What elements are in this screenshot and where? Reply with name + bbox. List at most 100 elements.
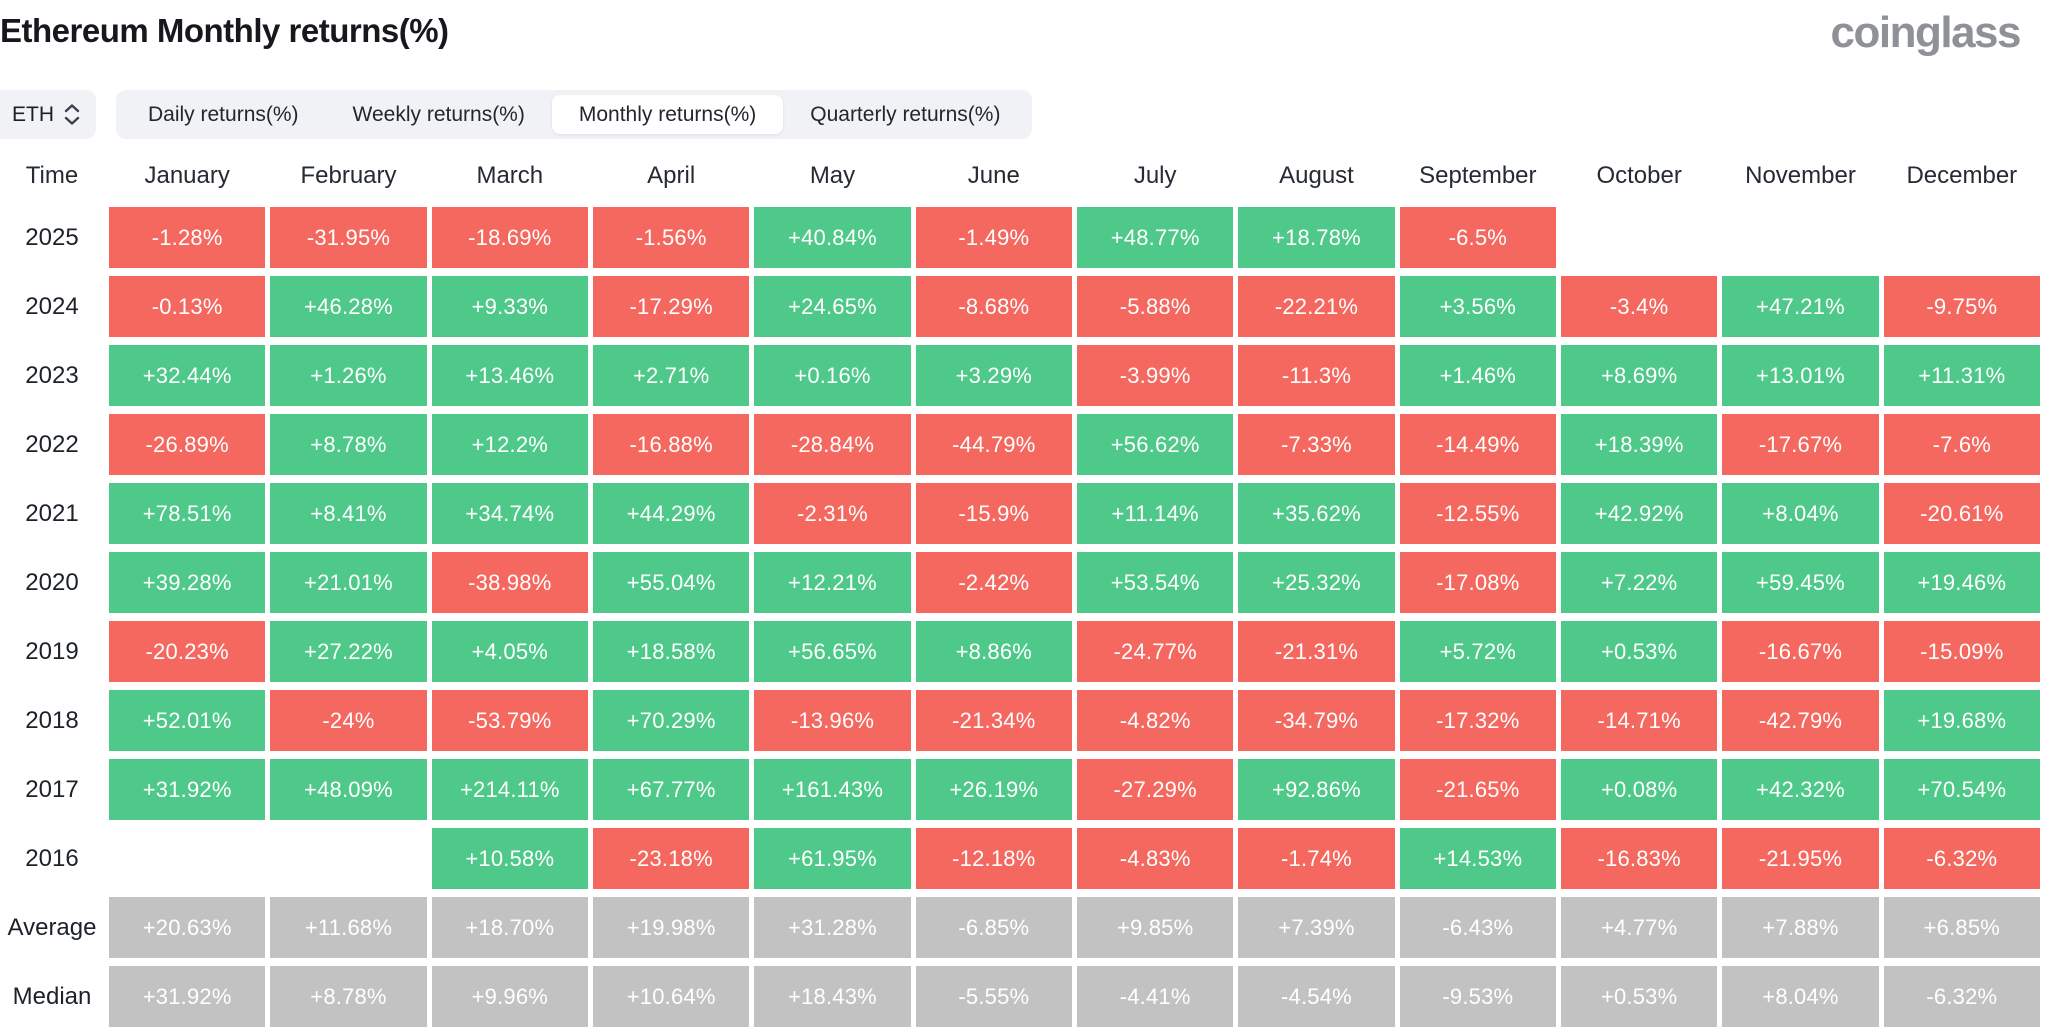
heatmap-cell: -23.18% xyxy=(592,828,750,889)
page-title: Ethereum Monthly returns(%) xyxy=(0,12,449,49)
heatmap-cell: -3.99% xyxy=(1076,345,1234,406)
row-label-2020: 2020 xyxy=(25,568,79,596)
heatmap-cell: +59.45% xyxy=(1722,552,1879,613)
heatmap-cell: -1.74% xyxy=(1238,828,1395,889)
heatmap-cell: +7.22% xyxy=(1560,552,1718,613)
heatmap-cell: -6.5% xyxy=(1399,207,1556,268)
heatmap-cell: +4.05% xyxy=(431,621,588,682)
column-header-may: May xyxy=(809,162,856,189)
tab-monthly[interactable]: Monthly returns(%) xyxy=(551,95,784,134)
heatmap-cell: -13.96% xyxy=(754,690,911,751)
heatmap-cell: +3.29% xyxy=(915,345,1072,406)
heatmap-cell: +31.28% xyxy=(754,897,911,958)
heatmap-cell: -22.21% xyxy=(1238,276,1395,337)
heatmap-cell: +8.41% xyxy=(270,483,427,544)
heatmap-cell: +2.71% xyxy=(592,345,750,406)
heatmap-cell: -18.69% xyxy=(431,207,588,268)
controls-bar: ETH Daily returns(%) Weekly returns(%) Mon… xyxy=(0,90,2048,139)
heatmap-cell: +92.86% xyxy=(1238,759,1395,820)
heatmap-cell: +48.09% xyxy=(270,759,427,820)
heatmap-cell: -4.41% xyxy=(1076,966,1234,1027)
heatmap-cell: +12.21% xyxy=(754,552,911,613)
heatmap-cell: +8.04% xyxy=(1722,966,1879,1027)
heatmap-cell: +42.32% xyxy=(1722,759,1879,820)
heatmap-cell: +61.95% xyxy=(754,828,911,889)
heatmap-cell: +18.39% xyxy=(1560,414,1718,475)
heatmap-cell: +19.98% xyxy=(592,897,750,958)
heatmap-cell: +0.53% xyxy=(1560,621,1718,682)
heatmap-cell: -38.98% xyxy=(431,552,588,613)
heatmap-cell: -4.82% xyxy=(1076,690,1234,751)
heatmap-cell-empty xyxy=(109,828,265,889)
row-label-2018: 2018 xyxy=(25,706,79,734)
heatmap-cell: +1.26% xyxy=(270,345,427,406)
returns-heatmap-table: Time January February March April May June July… xyxy=(0,153,2040,1027)
heatmap-cell: +78.51% xyxy=(109,483,266,544)
heatmap-cell: +20.63% xyxy=(109,897,266,958)
heatmap-cell: -5.55% xyxy=(915,966,1072,1027)
heatmap-cell: +14.53% xyxy=(1399,828,1556,889)
heatmap-cell: -9.53% xyxy=(1399,966,1556,1027)
heatmap-cell: -21.95% xyxy=(1722,828,1879,889)
heatmap-cell: +34.74% xyxy=(431,483,588,544)
heatmap-cell: -6.32% xyxy=(1883,828,2040,889)
heatmap-cell: +0.16% xyxy=(754,345,911,406)
row-label-median: Median xyxy=(12,982,92,1010)
heatmap-cell: +0.08% xyxy=(1560,759,1718,820)
heatmap-cell: +4.77% xyxy=(1560,897,1718,958)
heatmap-cell: +8.78% xyxy=(270,414,427,475)
heatmap-cell: -2.42% xyxy=(915,552,1072,613)
heatmap-cell: -0.13% xyxy=(109,276,266,337)
heatmap-cell: -21.65% xyxy=(1399,759,1556,820)
heatmap-cell: -27.29% xyxy=(1076,759,1234,820)
heatmap-cell: -21.31% xyxy=(1238,621,1395,682)
heatmap-cell: -7.6% xyxy=(1883,414,2040,475)
heatmap-cell: -26.89% xyxy=(109,414,266,475)
heatmap-cell: -16.88% xyxy=(592,414,750,475)
heatmap-cell: -53.79% xyxy=(431,690,588,751)
heatmap-cell: -6.43% xyxy=(1399,897,1556,958)
heatmap-cell: -6.32% xyxy=(1883,966,2040,1027)
heatmap-cell: +26.19% xyxy=(915,759,1072,820)
heatmap-cell: +46.28% xyxy=(270,276,427,337)
heatmap-cell: +11.68% xyxy=(270,897,427,958)
row-label-2021: 2021 xyxy=(25,499,79,527)
column-header-june: June xyxy=(967,162,1020,189)
heatmap-cell: +31.92% xyxy=(109,966,266,1027)
heatmap-cell: +7.39% xyxy=(1238,897,1395,958)
heatmap-cell: -8.68% xyxy=(915,276,1072,337)
heatmap-cell: -2.31% xyxy=(754,483,911,544)
heatmap-cell: -6.85% xyxy=(915,897,1072,958)
heatmap-cell: +42.92% xyxy=(1560,483,1718,544)
heatmap-cell: +67.77% xyxy=(592,759,750,820)
heatmap-cell: -17.29% xyxy=(592,276,750,337)
heatmap-cell: +0.53% xyxy=(1560,966,1718,1027)
heatmap-cell: +35.62% xyxy=(1238,483,1395,544)
heatmap-cell: -17.08% xyxy=(1399,552,1556,613)
heatmap-cell: +19.68% xyxy=(1883,690,2040,751)
page-header: Ethereum Monthly returns(%) coinglass xyxy=(0,0,2048,66)
heatmap-cell: -12.55% xyxy=(1399,483,1556,544)
heatmap-cell: +53.54% xyxy=(1076,552,1234,613)
row-label-2017: 2017 xyxy=(25,775,79,803)
heatmap-cell: -42.79% xyxy=(1722,690,1879,751)
heatmap-cell: +13.01% xyxy=(1722,345,1879,406)
heatmap-cell: -5.88% xyxy=(1076,276,1234,337)
tab-weekly[interactable]: Weekly returns(%) xyxy=(352,103,525,126)
heatmap-cell: +8.78% xyxy=(270,966,427,1027)
coinglass-logo: coinglass xyxy=(1830,8,2022,57)
heatmap-cell: +18.70% xyxy=(431,897,588,958)
heatmap-cell: -14.71% xyxy=(1560,690,1718,751)
heatmap-cell: -3.4% xyxy=(1560,276,1718,337)
heatmap-cell: +8.86% xyxy=(915,621,1072,682)
symbol-select[interactable]: ETH xyxy=(0,90,96,139)
heatmap-cell: +18.43% xyxy=(754,966,911,1027)
heatmap-cell: -14.49% xyxy=(1399,414,1556,475)
select-chevrons-icon xyxy=(64,104,80,125)
heatmap-cell: +9.96% xyxy=(431,966,588,1027)
tab-daily[interactable]: Daily returns(%) xyxy=(148,103,299,126)
column-header-october: October xyxy=(1596,162,1682,189)
heatmap-cell: -44.79% xyxy=(915,414,1072,475)
heatmap-cell: -31.95% xyxy=(270,207,427,268)
tab-quarterly[interactable]: Quarterly returns(%) xyxy=(810,103,1001,126)
